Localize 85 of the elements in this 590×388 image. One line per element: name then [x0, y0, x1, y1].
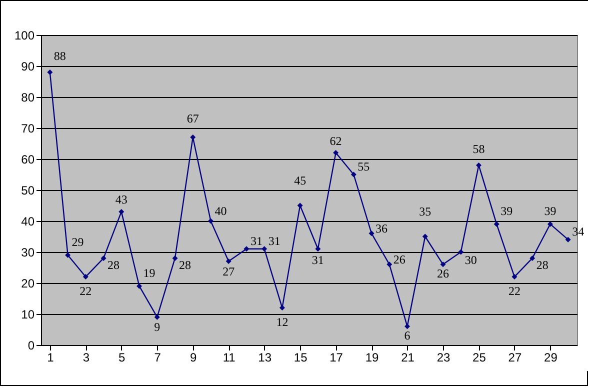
y-tick-label: 70: [21, 122, 35, 136]
y-tick-label: 10: [21, 308, 35, 322]
point: [440, 262, 446, 268]
y-tick-label: 60: [21, 152, 35, 166]
point: [82, 274, 88, 280]
data-label: 22: [80, 284, 92, 298]
data-label: 26: [393, 252, 406, 266]
x-tick-label: 1: [47, 350, 54, 364]
data-label: 27: [222, 264, 235, 278]
point: [565, 236, 571, 242]
data-label: 88: [54, 49, 66, 64]
point: [458, 249, 464, 255]
point: [422, 234, 428, 240]
point: [476, 162, 482, 168]
point: [530, 255, 536, 261]
data-label: 22: [508, 284, 520, 298]
data-label: 34: [572, 224, 584, 239]
data-label: 12: [276, 314, 288, 329]
x-tick-label: 9: [190, 350, 198, 364]
data-label: 29: [72, 235, 84, 250]
x-tick-label: 7: [154, 350, 162, 364]
data-label: 39: [500, 204, 513, 218]
point: [297, 202, 303, 208]
point: [100, 255, 106, 261]
point: [47, 69, 53, 75]
x-tick-label: 21: [401, 350, 415, 364]
data-label: 58: [472, 142, 485, 156]
x-tick-label: 3: [82, 350, 90, 364]
data-label: 36: [376, 221, 388, 236]
y-tick-label: 40: [21, 214, 35, 228]
x-tick-label: 23: [436, 350, 450, 364]
data-label: 55: [358, 160, 370, 174]
x-tick-label: 5: [118, 350, 126, 364]
x-tick-label: 11: [222, 350, 236, 364]
y-tick-label: 100: [14, 28, 35, 42]
y-tick-label: 50: [21, 184, 35, 198]
y-tick-label: 0: [28, 338, 35, 352]
point: [368, 230, 374, 236]
data-label: 26: [437, 266, 449, 280]
data-label: 39: [544, 204, 556, 218]
x-tick-label: 15: [294, 350, 308, 364]
x-tick-label: 13: [258, 350, 272, 364]
point: [386, 262, 392, 268]
point: [172, 255, 178, 261]
data-label: 28: [536, 258, 548, 272]
data-label: 9: [154, 320, 160, 334]
point: [226, 258, 232, 264]
x-tick-label: 25: [472, 350, 486, 364]
point: [208, 218, 214, 224]
data-label: 31: [250, 234, 262, 248]
point: [547, 221, 553, 227]
data-label: 35: [419, 204, 432, 218]
y-tick-label: 80: [21, 90, 35, 104]
point: [244, 246, 250, 252]
y-tick-label: 90: [21, 60, 35, 74]
x-tick-label: 29: [544, 350, 558, 364]
y-tick-label: 20: [21, 276, 35, 290]
point: [512, 274, 518, 280]
point: [136, 283, 142, 289]
y-tick-label: 30: [21, 246, 35, 260]
data-label: 31: [312, 252, 324, 267]
data-label: 62: [330, 134, 342, 148]
point: [118, 208, 124, 214]
data-label: 28: [108, 258, 120, 272]
point: [404, 324, 410, 330]
data-label: 43: [115, 192, 128, 207]
data-label: 19: [143, 266, 156, 280]
point: [279, 305, 285, 311]
point: [350, 172, 356, 178]
data-label: 67: [186, 111, 199, 126]
x-tick-label: 17: [330, 350, 344, 364]
point: [494, 221, 500, 227]
point: [65, 252, 71, 258]
data-label: 28: [179, 258, 191, 272]
point: [262, 246, 268, 252]
point: [154, 314, 160, 320]
point: [315, 246, 321, 252]
data-label: 6: [404, 328, 410, 342]
data-label: 40: [214, 204, 227, 218]
x-tick-label: 27: [508, 350, 522, 364]
x-tick-label: 19: [365, 350, 380, 364]
data-label: 30: [464, 253, 477, 267]
data-label: 31: [268, 234, 280, 248]
point: [333, 150, 339, 156]
data-label: 45: [294, 174, 306, 188]
